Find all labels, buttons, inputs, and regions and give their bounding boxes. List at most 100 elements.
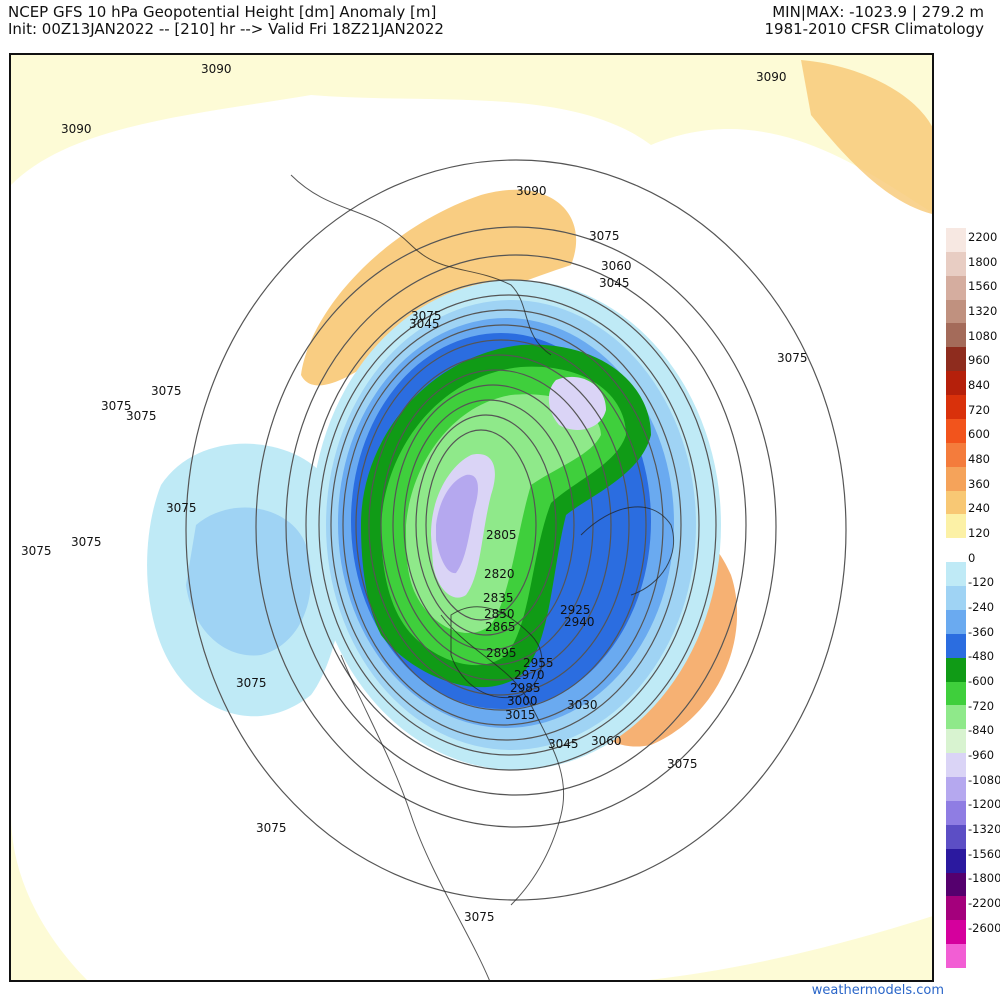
colorbar-tick-label: -360 bbox=[968, 624, 995, 639]
contour-label: 3075 bbox=[777, 351, 808, 365]
contour-2955 bbox=[368, 354, 630, 696]
contour-3030 bbox=[305, 279, 717, 771]
height-contours bbox=[185, 159, 847, 901]
colorbar-swatch bbox=[946, 920, 966, 945]
contour-label: 2985 bbox=[510, 681, 541, 695]
contour-label: 2835 bbox=[483, 591, 514, 605]
contour-3000 bbox=[330, 309, 682, 741]
contour-3060 bbox=[255, 226, 777, 828]
contour-label: 3060 bbox=[591, 734, 622, 748]
colorbar-swatch bbox=[946, 848, 966, 873]
colorbar-swatch bbox=[946, 729, 966, 754]
contour-label: 3075 bbox=[151, 384, 182, 398]
colorbar-tick-label: -2200 bbox=[968, 896, 1000, 910]
colorbar-tick-label: -600 bbox=[968, 674, 995, 688]
colorbar-tick-label: 2200 bbox=[968, 230, 998, 244]
contour-label: 3015 bbox=[505, 708, 536, 722]
contour-label: 3075 bbox=[126, 409, 157, 423]
colorbar-swatch bbox=[946, 538, 966, 563]
colorbar-tick-label: 1560 bbox=[968, 279, 998, 294]
colorbar-swatch bbox=[946, 800, 966, 826]
contour-2895 bbox=[403, 399, 575, 651]
colorbar-swatch bbox=[946, 251, 966, 277]
colorbar-swatch bbox=[946, 275, 966, 301]
contour-label: 2940 bbox=[564, 615, 595, 629]
coast-west-america bbox=[340, 654, 490, 980]
colorbar-tick-label: -1800 bbox=[968, 871, 1000, 886]
contour-label: 3075 bbox=[236, 676, 267, 690]
colorbar-tick-label: -120 bbox=[968, 575, 995, 590]
contour-label: 3090 bbox=[201, 62, 232, 76]
colorbar-tick-label: 240 bbox=[968, 501, 990, 516]
colorbar-swatch bbox=[946, 418, 966, 444]
colorbar-tick-label: -240 bbox=[968, 600, 995, 614]
contour-label: 3090 bbox=[61, 122, 92, 136]
colorbar-tick-label: 1320 bbox=[968, 304, 998, 318]
contour-label: 2805 bbox=[486, 528, 517, 542]
contour-label: 3075 bbox=[21, 544, 52, 558]
colorbar-swatch bbox=[946, 633, 966, 659]
contour-label: 3045 bbox=[409, 317, 440, 331]
contour-label: 2925 bbox=[560, 603, 591, 617]
colorbar-tick-label: -2600 bbox=[968, 920, 1000, 935]
colorbar-swatch bbox=[946, 490, 966, 515]
contour-label: 3000 bbox=[507, 694, 538, 708]
contour-label: 3060 bbox=[601, 259, 632, 273]
colorbar-swatch bbox=[946, 323, 966, 348]
colorbar-swatch bbox=[946, 824, 966, 850]
contour-2835 bbox=[425, 429, 537, 621]
contour-label-layer: 3090 3090 3090 3090 3075 3075 3075 3075 … bbox=[21, 62, 808, 924]
colorbar-tick-label: 960 bbox=[968, 353, 990, 368]
contour-label: 3075 bbox=[71, 535, 102, 549]
chart-title: NCEP GFS 10 hPa Geopotential Height [dm]… bbox=[8, 3, 437, 21]
title-block: NCEP GFS 10 hPa Geopotential Height [dm]… bbox=[8, 4, 444, 38]
contour-label: 3075 bbox=[101, 399, 132, 413]
vortex-core-1080 bbox=[436, 474, 478, 574]
colorbar-tick-label: -1560 bbox=[968, 846, 1000, 861]
site-credit: weathermodels.com bbox=[811, 983, 944, 998]
colorbar-swatch bbox=[946, 466, 966, 492]
colorbar-swatch bbox=[946, 705, 966, 730]
climatology-note: 1981-2010 CFSR Climatology bbox=[764, 20, 985, 38]
colorbar-swatch bbox=[946, 896, 966, 921]
contour-label: 2865 bbox=[485, 620, 516, 634]
map-panel: 3090 3090 3090 3090 3075 3075 3075 3075 … bbox=[9, 53, 934, 982]
colorbar-tick-label: -960 bbox=[968, 748, 995, 762]
valid-time: Init: 00Z13JAN2022 -- [210] hr --> Valid… bbox=[8, 20, 444, 38]
contour-3015 bbox=[318, 294, 700, 756]
coast-greenland bbox=[450, 606, 543, 699]
colorbar-swatch bbox=[946, 228, 966, 253]
colorbar-tick-label: 1080 bbox=[968, 328, 998, 343]
colorbar-tick-label: 360 bbox=[968, 476, 990, 491]
colorbar-tick-label: 0 bbox=[968, 550, 976, 565]
colorbar-swatch bbox=[946, 442, 966, 468]
coast-north-america bbox=[440, 614, 565, 906]
stats-block: MIN|MAX: -1023.9 | 279.2 m 1981-2010 CFS… bbox=[765, 4, 985, 38]
colorbar-swatch bbox=[946, 586, 966, 611]
colorbar-tick-label: -1080 bbox=[968, 772, 1000, 787]
contour-2925 bbox=[392, 384, 594, 666]
contour-label: 3075 bbox=[667, 757, 698, 771]
contour-label: 2850 bbox=[484, 607, 515, 621]
contour-2940 bbox=[380, 369, 612, 681]
contour-3045 bbox=[285, 254, 747, 796]
minmax-readout: MIN|MAX: -1023.9 | 279.2 m bbox=[772, 3, 984, 21]
coast-eurasia bbox=[290, 174, 552, 356]
colorbar-tick-label: -720 bbox=[968, 698, 995, 713]
colorbar-tick-label: 120 bbox=[968, 526, 990, 540]
colorbar-swatch bbox=[946, 753, 966, 778]
coast-scandinavia bbox=[580, 506, 675, 596]
colorbar-swatch bbox=[946, 514, 966, 539]
contour-label: 3075 bbox=[464, 910, 495, 924]
colorbar-tick-label: 840 bbox=[968, 378, 990, 392]
colorbar-swatch bbox=[946, 777, 966, 802]
contour-label: 2895 bbox=[486, 646, 517, 660]
contour-label: 2970 bbox=[514, 668, 545, 682]
colorbar-tick-label: 1800 bbox=[968, 254, 998, 269]
contour-label: 3075 bbox=[589, 229, 620, 243]
colorbar-tick-label: 600 bbox=[968, 427, 990, 442]
colorbar-tick-label: -480 bbox=[968, 649, 995, 664]
vortex-core-960-b bbox=[548, 376, 606, 430]
colorbar-swatch bbox=[946, 371, 966, 396]
colorbar-swatch bbox=[946, 347, 966, 372]
